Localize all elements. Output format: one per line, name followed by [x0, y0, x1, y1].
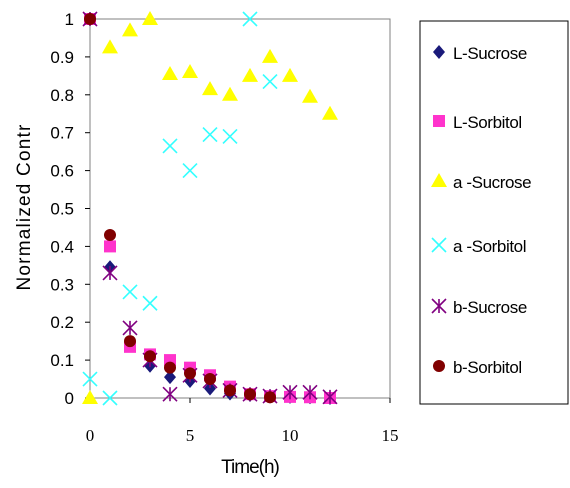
data-point [102, 390, 118, 406]
data-point [124, 335, 136, 348]
data-point [144, 350, 156, 363]
legend-marker [431, 298, 447, 314]
data-point [104, 229, 116, 242]
data-point [102, 39, 118, 54]
y-tick-label: 1 [65, 10, 74, 29]
y-tick-label: 0.3 [50, 275, 74, 294]
y-axis-ticks: 0 0.1 0.2 0.3 0.4 0.5 0.6 0.7 0.8 0.9 1 [50, 10, 90, 408]
y-tick-label: 0.5 [50, 200, 74, 219]
y-tick-label: 0 [65, 389, 74, 408]
data-point [162, 386, 178, 402]
data-point [242, 11, 258, 27]
y-tick-label: 0.1 [50, 351, 74, 370]
legend-marker [433, 360, 445, 372]
data-point [224, 384, 236, 397]
data-markers [82, 11, 338, 406]
legend-entry: b-Sorbitol [453, 358, 522, 377]
legend-marker [431, 237, 447, 253]
data-point [222, 128, 238, 145]
data-point [222, 86, 238, 101]
data-point [262, 48, 278, 63]
data-point [264, 391, 276, 404]
y-tick-label: 0.2 [50, 313, 74, 332]
legend-marker [433, 45, 445, 59]
data-point [162, 138, 178, 154]
series-4 [82, 11, 338, 405]
legend-box [419, 20, 569, 405]
series-2 [82, 11, 338, 404]
x-tick-label: 15 [382, 426, 399, 445]
y-tick-label: 0.9 [50, 48, 74, 67]
data-point [104, 240, 116, 253]
data-point [302, 384, 318, 400]
data-point [164, 361, 176, 374]
data-point [162, 65, 178, 80]
data-point [242, 67, 258, 82]
series-3 [82, 11, 278, 406]
legend: L-Sucrose L-Sorbitol a -Sucrose a -Sorbitol… [419, 20, 569, 405]
legend-entry: a -Sucrose [453, 173, 531, 192]
data-point [182, 163, 198, 179]
legend-marker [431, 173, 447, 187]
data-point [262, 73, 278, 90]
y-axis-label: Normalized Contr [14, 123, 35, 290]
y-tick-label: 0.7 [50, 124, 74, 143]
legend-entry: L-Sorbitol [453, 113, 522, 132]
data-point [164, 370, 176, 385]
data-point [102, 265, 118, 281]
data-point [84, 13, 96, 25]
data-point [204, 373, 216, 386]
data-point [142, 295, 158, 311]
y-tick-label: 0.4 [50, 237, 74, 256]
legend-entry: b-Sucrose [453, 298, 527, 317]
data-point [142, 11, 158, 25]
data-point [82, 371, 98, 387]
data-point [122, 284, 138, 300]
data-point [184, 367, 196, 380]
data-point [182, 64, 198, 79]
data-point [282, 384, 298, 400]
data-point [82, 390, 98, 404]
x-axis-ticks: 0 5 10 15 [86, 398, 399, 445]
series-1 [84, 13, 336, 404]
data-point [322, 105, 338, 120]
series-0 [84, 12, 336, 405]
x-tick-label: 0 [86, 426, 95, 445]
data-point [122, 320, 138, 336]
series-5 [84, 13, 276, 404]
data-point [244, 388, 256, 401]
data-point [202, 127, 218, 143]
legend-marker [433, 115, 445, 127]
data-point [202, 81, 218, 96]
data-point [322, 389, 338, 405]
x-tick-label: 10 [282, 426, 299, 445]
y-tick-label: 0.6 [50, 162, 74, 181]
data-point [122, 22, 138, 37]
data-point [282, 67, 298, 82]
y-tick-label: 0.8 [50, 86, 74, 105]
legend-entry: a -Sorbitol [453, 237, 526, 256]
data-point [302, 88, 318, 103]
x-tick-label: 5 [186, 426, 195, 445]
x-axis-label: Time(h) [221, 457, 279, 478]
legend-entry: L-Sucrose [453, 44, 527, 63]
